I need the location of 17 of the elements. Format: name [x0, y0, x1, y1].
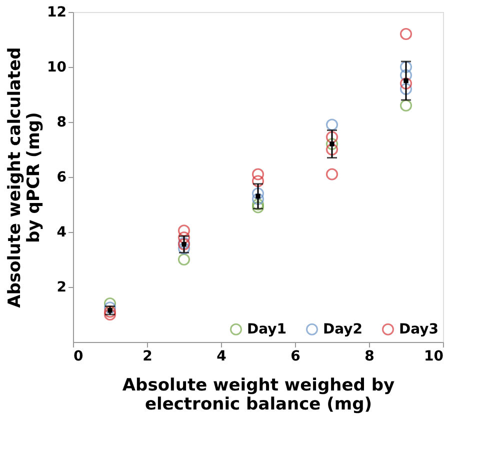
y-axis-title: Absolute weight calculated by qPCR (mg) — [5, 47, 44, 308]
y-tick-label: 6 — [56, 170, 66, 186]
y-tick-label: 2 — [56, 280, 66, 296]
x-tick-label: 6 — [290, 348, 300, 364]
x-tick-label: 10 — [424, 348, 444, 364]
y-tick-label: 12 — [47, 4, 66, 20]
y-tick-label: 10 — [47, 60, 67, 76]
legend-label: Day1 — [247, 321, 287, 338]
legend-label: Day3 — [399, 321, 439, 338]
legend-label: Day2 — [323, 321, 363, 338]
x-axis-title: Absolute weight weighed by electronic balance (mg) — [122, 376, 395, 414]
x-tick-label: 2 — [142, 348, 152, 364]
y-tick-label: 8 — [56, 114, 66, 130]
x-tick-label: 4 — [216, 348, 227, 364]
y-tick-label: 4 — [56, 224, 67, 240]
x-tick-label: 8 — [364, 348, 374, 364]
x-tick-label: 0 — [74, 348, 84, 364]
